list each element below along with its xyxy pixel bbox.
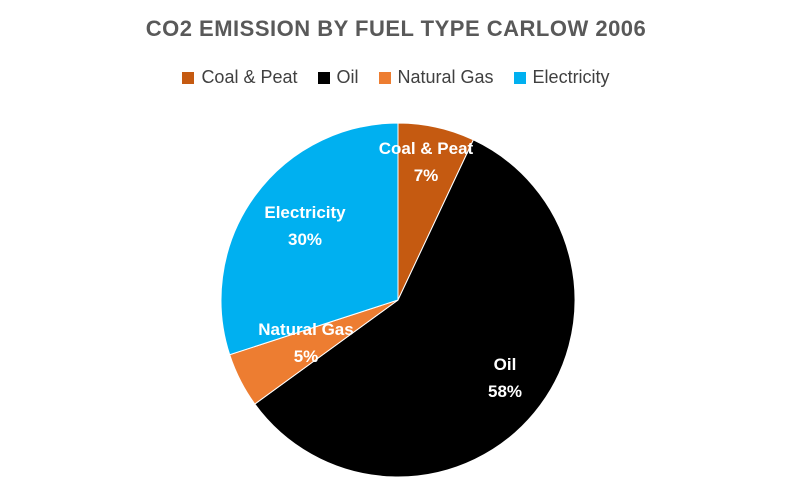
- slice-label-value-electricity: 30%: [288, 230, 322, 249]
- legend-swatch-coal-peat: [182, 71, 195, 84]
- legend: Coal & Peat Oil Natural Gas Electricity: [0, 67, 792, 88]
- pie-slice-electricity: [220, 122, 399, 356]
- legend-item-electricity: Electricity: [513, 67, 610, 88]
- slice-label-value-oil: 58%: [488, 382, 522, 401]
- slice-label-value-coal-peat: 7%: [414, 166, 439, 185]
- slice-label-name-electricity: Electricity: [264, 203, 346, 222]
- slice-label-name-oil: Oil: [494, 355, 517, 374]
- slice-label-name-natural-gas: Natural Gas: [258, 320, 353, 339]
- pie-slice-oil: [254, 139, 576, 478]
- legend-label-electricity: Electricity: [532, 67, 610, 87]
- slice-label-name-coal-peat: Coal & Peat: [379, 139, 474, 158]
- slice-label-value-natural-gas: 5%: [294, 347, 319, 366]
- legend-label-coal-peat: Coal & Peat: [201, 67, 298, 87]
- legend-label-oil: Oil: [336, 67, 359, 87]
- legend-label-natural-gas: Natural Gas: [397, 67, 494, 87]
- legend-swatch-natural-gas: [378, 71, 391, 84]
- legend-item-coal-peat: Coal & Peat: [182, 67, 298, 88]
- chart-title: CO2 EMISSION BY FUEL TYPE CARLOW 2006: [145, 16, 647, 41]
- legend-swatch-electricity: [513, 71, 526, 84]
- legend-item-oil: Oil: [317, 67, 359, 88]
- legend-swatch-oil: [317, 71, 330, 84]
- legend-item-natural-gas: Natural Gas: [378, 67, 494, 88]
